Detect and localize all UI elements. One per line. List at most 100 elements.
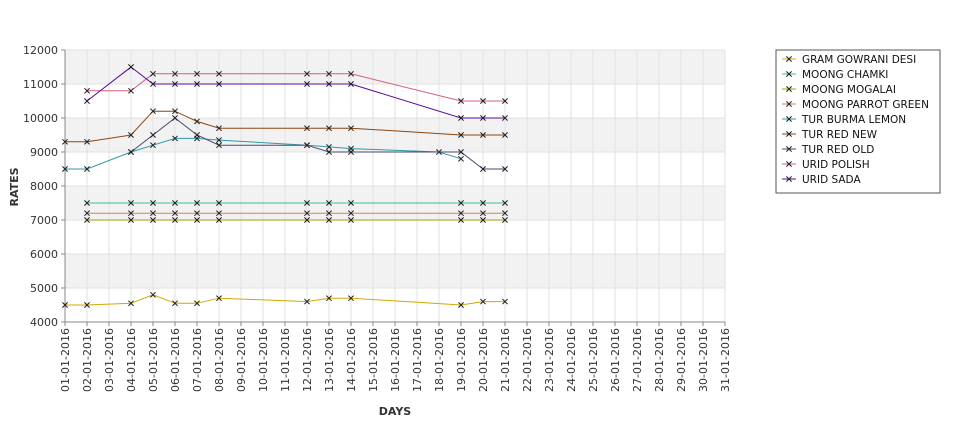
marker-stroke (458, 149, 464, 155)
x-tick-label: 22-01-2016 (521, 328, 534, 392)
series-tur-red-old (128, 115, 508, 172)
x-tick-label: 08-01-2016 (213, 328, 226, 392)
x-tick-label: 10-01-2016 (257, 328, 270, 392)
marker-stroke (480, 210, 486, 217)
marker-stroke (480, 298, 486, 305)
marker-stroke (172, 115, 178, 121)
data-point (348, 295, 354, 302)
data-point (348, 81, 354, 87)
marker-stroke (172, 217, 178, 223)
data-point (304, 200, 310, 206)
data-point (62, 138, 68, 145)
data-point (172, 70, 178, 77)
x-tick-label: 30-01-2016 (697, 328, 710, 392)
data-point (84, 98, 90, 104)
data-point (150, 142, 156, 149)
marker-stroke (128, 149, 134, 155)
data-point (502, 217, 508, 223)
marker-stroke (502, 132, 508, 138)
marker-stroke (326, 295, 332, 302)
data-point (326, 70, 332, 77)
marker-stroke (128, 64, 134, 70)
data-point (458, 98, 464, 104)
series-tur-red-new (62, 108, 508, 145)
data-point (84, 210, 90, 217)
legend-item: MOONG CHAMKI (782, 69, 888, 81)
series-line (87, 73, 505, 102)
data-point (128, 200, 134, 206)
marker-stroke (326, 143, 332, 150)
data-point (458, 217, 464, 223)
data-point (84, 302, 90, 308)
marker-stroke (216, 137, 222, 144)
legend-item: URID POLISH (782, 159, 870, 171)
data-point (194, 217, 200, 223)
y-tick-label: 7000 (30, 214, 58, 227)
marker-stroke (62, 166, 68, 172)
marker-stroke (502, 200, 508, 206)
data-point (150, 200, 156, 206)
marker-stroke (348, 210, 354, 217)
x-axis-label: DAYS (379, 405, 412, 418)
marker-stroke (786, 176, 792, 182)
x-tick-label: 28-01-2016 (653, 328, 666, 392)
data-point (304, 70, 310, 77)
legend-marker (786, 146, 792, 152)
data-point (326, 295, 332, 302)
marker-stroke (84, 217, 90, 223)
marker-stroke (786, 86, 792, 92)
data-point (172, 81, 178, 87)
data-point (150, 210, 156, 217)
y-tick-label: 11000 (23, 78, 58, 91)
legend-item: GRAM GOWRANI DESI (782, 54, 916, 66)
y-tick-label: 5000 (30, 282, 58, 295)
marker-stroke (150, 217, 156, 223)
marker-stroke (786, 146, 792, 152)
x-tick-label: 03-01-2016 (103, 328, 116, 392)
legend-item: MOONG PARROT GREEN (782, 99, 929, 111)
data-point (128, 210, 134, 217)
data-point (172, 108, 178, 115)
data-point (502, 200, 508, 206)
marker-stroke (150, 142, 156, 149)
marker-stroke (480, 200, 486, 206)
data-point (150, 132, 156, 138)
marker-stroke (216, 217, 222, 223)
data-point (128, 87, 134, 94)
marker-stroke (128, 217, 134, 223)
series-urid-sada (84, 64, 508, 121)
marker-stroke (194, 217, 200, 223)
legend: GRAM GOWRANI DESI MOONG CHAMKI MOONG MOGAL… (775, 49, 941, 194)
marker-stroke (304, 81, 310, 87)
x-tick-label: 11-01-2016 (279, 328, 292, 392)
data-point (216, 137, 222, 144)
data-point (84, 166, 90, 172)
data-point (194, 118, 200, 125)
marker-stroke (326, 210, 332, 217)
marker-stroke (194, 210, 200, 217)
y-tick-label: 6000 (30, 248, 58, 261)
data-point (194, 210, 200, 217)
legend-marker (786, 86, 792, 92)
marker-stroke (480, 166, 486, 172)
marker-stroke (348, 295, 354, 302)
marker-stroke (172, 81, 178, 87)
x-tick-label: 02-01-2016 (81, 328, 94, 392)
data-point (150, 291, 156, 298)
marker-stroke (786, 71, 792, 77)
data-point (128, 132, 134, 138)
legend-marker (786, 161, 792, 167)
data-point (150, 108, 156, 115)
data-point (304, 210, 310, 217)
legend-label: URID POLISH (802, 159, 870, 171)
marker-stroke (216, 70, 222, 77)
data-point (480, 132, 486, 138)
data-point (480, 200, 486, 206)
legend-item: TUR BURMA LEMON (782, 114, 906, 126)
x-tick-label: 06-01-2016 (169, 328, 182, 392)
data-point (128, 300, 134, 307)
marker-stroke (326, 81, 332, 87)
legend-marker (786, 116, 792, 122)
data-point (480, 98, 486, 104)
